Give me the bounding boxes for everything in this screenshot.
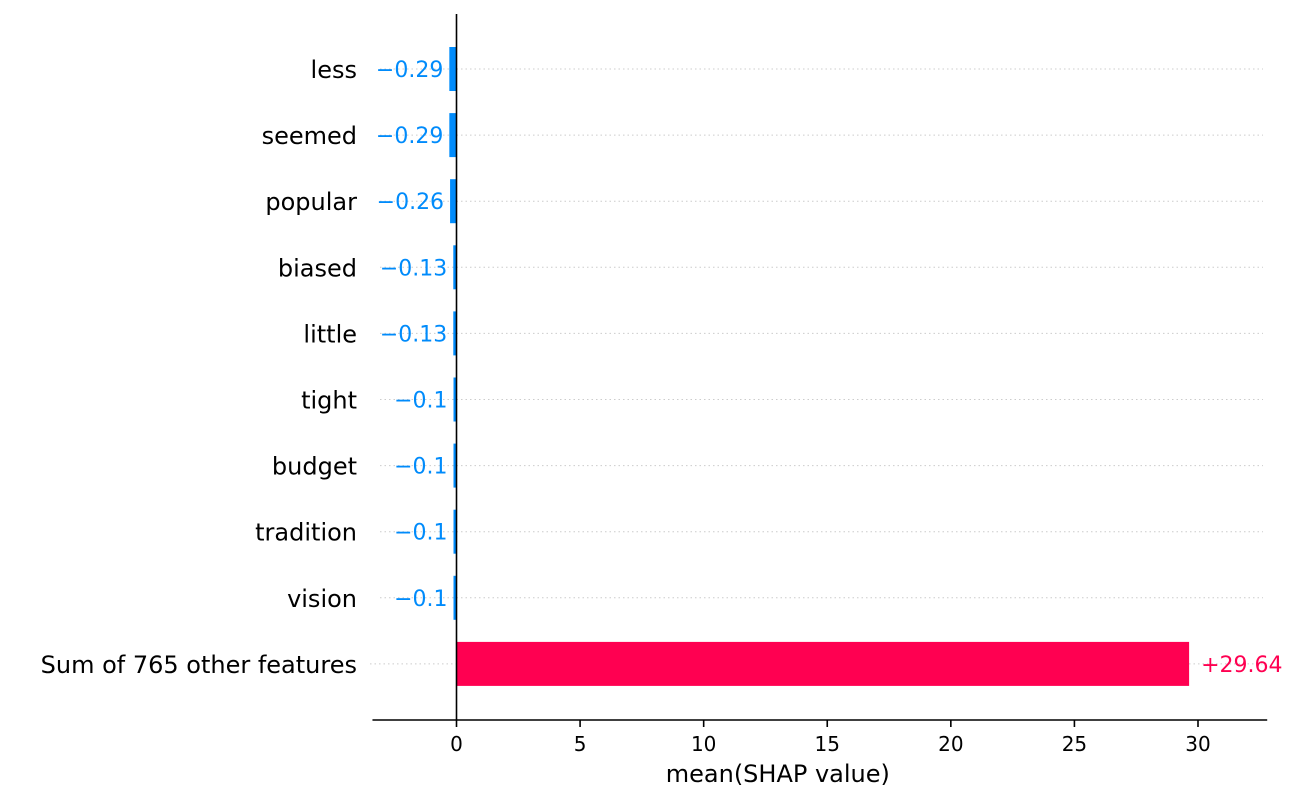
bar bbox=[453, 245, 457, 290]
bar bbox=[449, 47, 457, 91]
y-tick-label: seemed bbox=[262, 122, 357, 150]
value-labels: −0.29 −0.29 −0.26 −0.13 −0.13 −0.1 −0.1 −0.1 −0.… bbox=[376, 58, 1283, 678]
y-tick-label: less bbox=[311, 56, 357, 84]
y-tick-label: vision bbox=[287, 585, 357, 613]
y-tick-label: Sum of 765 other features bbox=[41, 651, 357, 679]
x-tick-label: 10 bbox=[691, 732, 716, 756]
x-tick-label: 20 bbox=[938, 732, 963, 756]
y-tick-label: tradition bbox=[255, 519, 357, 547]
y-tick-label: popular bbox=[265, 188, 357, 216]
bar bbox=[453, 311, 457, 356]
bar bbox=[453, 509, 457, 554]
y-tick-label: tight bbox=[301, 387, 357, 415]
x-tick-label: 5 bbox=[574, 732, 587, 756]
x-tick-label: 0 bbox=[450, 732, 463, 756]
y-tick-label: budget bbox=[272, 453, 357, 481]
x-tick-label: 15 bbox=[815, 732, 840, 756]
y-tick-label: little bbox=[303, 320, 357, 348]
bar bbox=[453, 443, 457, 488]
x-tick-label: 25 bbox=[1062, 732, 1087, 756]
guide-lines bbox=[370, 68, 1263, 665]
y-tick-label: biased bbox=[278, 254, 357, 282]
bar bbox=[453, 575, 457, 620]
y-tick-labels: less seemed popular biased little tight budget… bbox=[41, 56, 358, 679]
bar bbox=[453, 377, 457, 422]
value-label: −0.13 bbox=[380, 256, 447, 281]
value-label: +29.64 bbox=[1201, 653, 1282, 678]
value-label: −0.1 bbox=[394, 521, 447, 546]
value-label: −0.26 bbox=[377, 190, 444, 215]
x-axis-title: mean(SHAP value) bbox=[666, 760, 890, 788]
bar bbox=[456, 641, 1190, 686]
x-tick-label: 30 bbox=[1185, 732, 1210, 756]
bar bbox=[450, 179, 457, 224]
bar bbox=[449, 113, 457, 158]
value-label: −0.1 bbox=[394, 587, 447, 612]
value-label: −0.1 bbox=[394, 389, 447, 414]
value-label: −0.29 bbox=[376, 58, 443, 83]
value-label: −0.29 bbox=[376, 124, 443, 149]
value-label: −0.13 bbox=[380, 322, 447, 347]
x-ticks: 0 5 10 15 20 25 30 bbox=[450, 720, 1211, 756]
value-label: −0.1 bbox=[394, 455, 447, 480]
bars bbox=[449, 47, 1190, 686]
